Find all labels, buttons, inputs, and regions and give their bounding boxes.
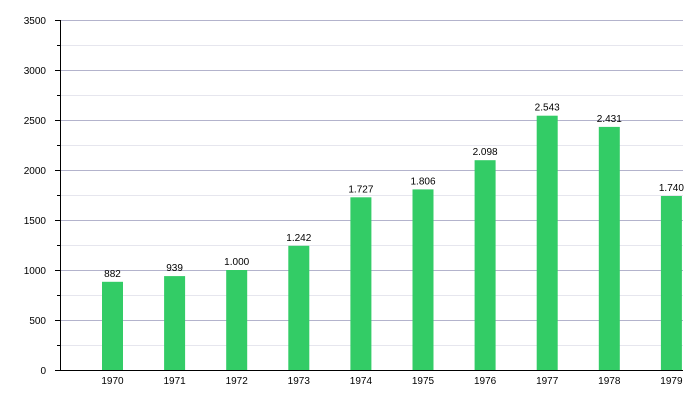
data-label-1972: 1.000 — [224, 257, 249, 268]
y-tick-label: 2000 — [24, 166, 47, 177]
bar-1978 — [598, 126, 620, 371]
x-tick-label-1971: 1971 — [163, 376, 186, 387]
bars — [102, 115, 682, 371]
y-tick-label: 3500 — [24, 16, 47, 27]
y-tick-label: 500 — [29, 316, 46, 327]
y-tick-label: 1500 — [24, 216, 47, 227]
bar-1974 — [350, 197, 372, 370]
data-label-1974: 1.727 — [348, 184, 373, 195]
data-label-1978: 2.431 — [597, 114, 622, 125]
x-tick-label-1978: 1978 — [598, 376, 621, 387]
data-label-1971: 939 — [166, 263, 183, 274]
x-tick-label-1977: 1977 — [536, 376, 559, 387]
y-tick-label: 1000 — [24, 266, 47, 277]
x-tick-label-1979: 1979 — [660, 376, 683, 387]
x-tick-label-1970: 1970 — [101, 376, 124, 387]
data-label-1977: 2.543 — [535, 103, 560, 114]
axes: 0 500 1000 1500 2000 2500 3000 3500 1970 1971 1972… — [24, 16, 683, 387]
y-tick-label: 2500 — [24, 116, 47, 127]
data-labels: 882 939 1.000 1.242 1.727 1.806 2.098 2.543 2.43… — [104, 103, 684, 280]
y-tick-label: 0 — [40, 366, 46, 377]
grid-lines — [60, 20, 683, 346]
data-label-1975: 1.806 — [410, 176, 435, 187]
bar-1971 — [164, 276, 186, 370]
y-tick-label: 3000 — [24, 66, 47, 77]
bar-1977 — [536, 115, 558, 370]
x-tick-label-1975: 1975 — [412, 376, 435, 387]
bar-1976 — [474, 160, 496, 370]
x-tick-label-1976: 1976 — [474, 376, 497, 387]
bar-1979 — [660, 196, 682, 370]
data-label-1970: 882 — [104, 269, 121, 280]
bar-1973 — [288, 245, 310, 370]
x-tick-label-1974: 1974 — [350, 376, 373, 387]
bar-1970 — [102, 281, 123, 370]
bar-1975 — [412, 189, 434, 370]
data-label-1979: 1.740 — [659, 183, 684, 194]
x-tick-label-1973: 1973 — [288, 376, 311, 387]
x-tick-label-1972: 1972 — [226, 376, 249, 387]
data-label-1973: 1.242 — [286, 233, 311, 244]
data-label-1976: 2.098 — [473, 147, 498, 158]
bar-1972 — [226, 270, 248, 370]
